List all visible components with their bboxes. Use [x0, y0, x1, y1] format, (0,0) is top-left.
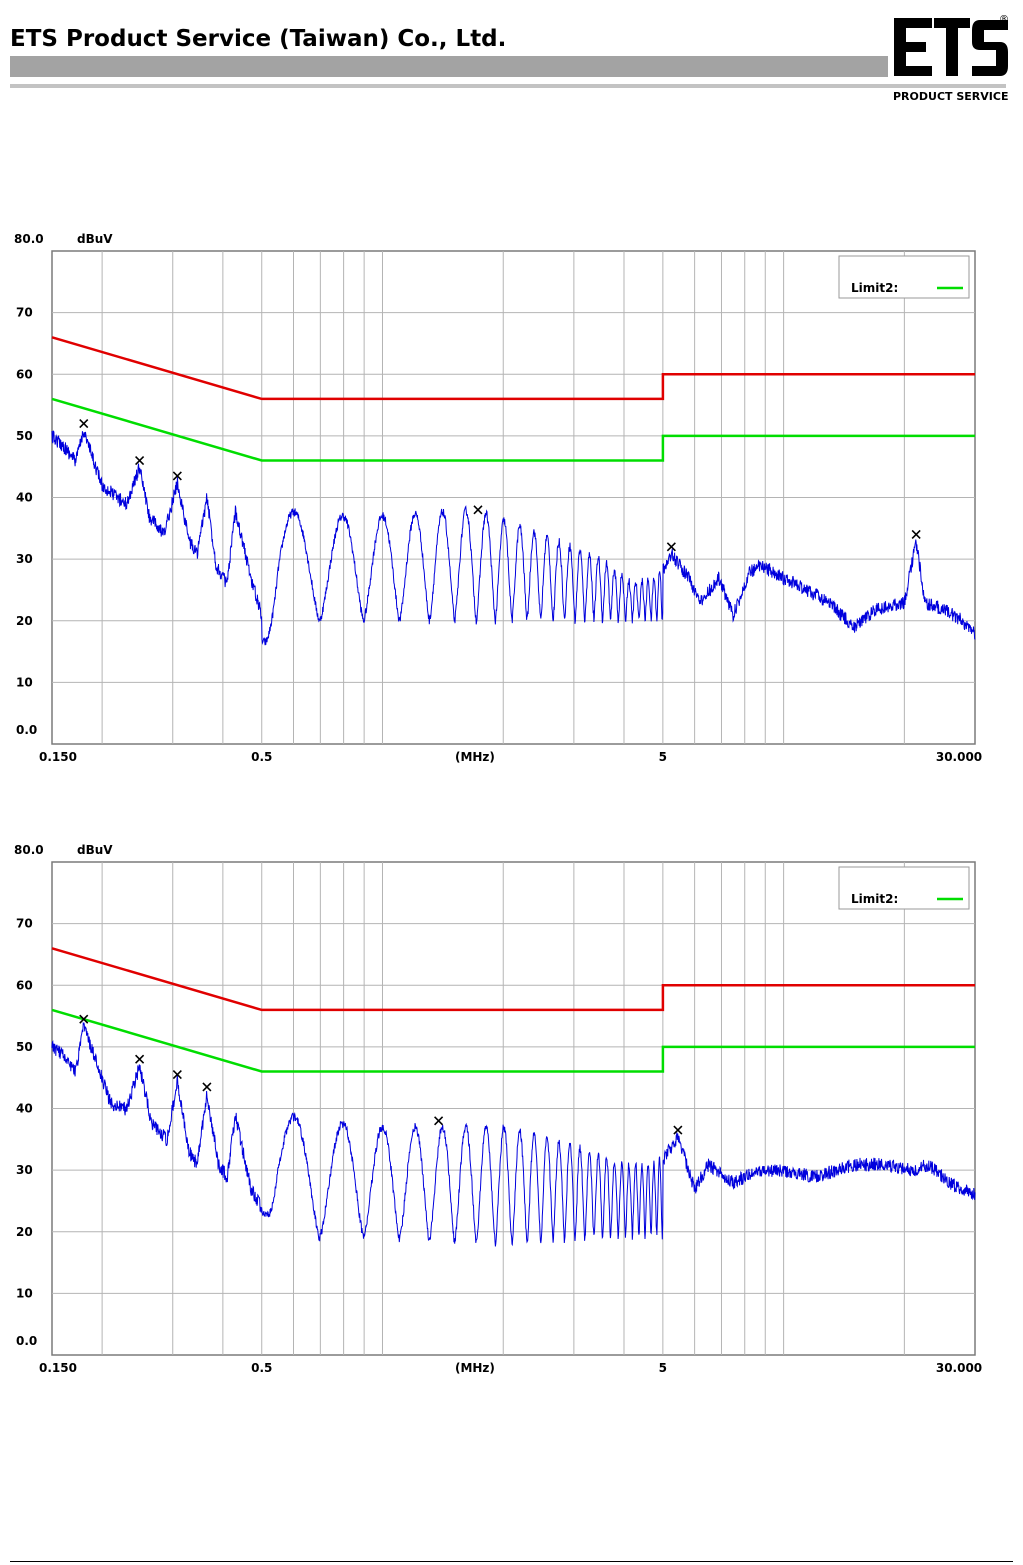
peak-marker — [79, 418, 89, 429]
peak-marker-stroke — [673, 1125, 683, 1135]
y-tick-label: 0.0 — [16, 1334, 37, 1348]
logo-t-letter — [934, 18, 970, 76]
limit-line-red — [51, 947, 975, 1012]
y-tick-label: 10 — [16, 1286, 33, 1300]
y-tick-label: 0.0 — [16, 723, 37, 737]
y-tick-label: 70 — [16, 917, 33, 931]
y-tick-label: 60 — [16, 367, 33, 381]
x-axis-label: (MHz) — [455, 750, 495, 764]
peak-marker — [202, 1082, 212, 1092]
y-axis-top-label: 80.0 — [14, 843, 44, 857]
measurement-trace — [51, 430, 976, 646]
logo-s-letter — [972, 20, 1008, 76]
y-tick-label: 40 — [16, 1102, 33, 1116]
x-axis-label: (MHz) — [455, 1361, 495, 1375]
peak-marker-stroke — [172, 1070, 182, 1080]
y-tick-label: 20 — [16, 1225, 33, 1239]
y-tick-label: 40 — [16, 491, 33, 505]
logo-subtitle: PRODUCT SERVICE — [893, 90, 1009, 103]
peak-marker — [666, 542, 676, 552]
x-tick-label: 0.5 — [251, 750, 272, 764]
legend-label: Limit2: — [851, 892, 898, 906]
peak-marker-stroke — [79, 418, 89, 429]
y-tick-label: 60 — [16, 978, 33, 992]
peak-marker-stroke — [666, 542, 676, 552]
limit-line-green — [51, 1008, 975, 1073]
legend-label: Limit2: — [851, 281, 898, 295]
emission-chart-2: 80.0 dBuV 70 60 50 40 30 20 10 0.00.150 0.5 5 30.000… — [14, 843, 982, 1375]
peak-marker-stroke — [202, 1082, 212, 1092]
y-tick-label: 30 — [16, 552, 33, 566]
header-bar — [10, 56, 888, 77]
peak-marker — [135, 1054, 145, 1064]
peak-marker — [79, 1014, 89, 1024]
peak-marker — [172, 1070, 182, 1080]
company-title: ETS Product Service (Taiwan) Co., Ltd. — [10, 26, 507, 52]
legend: Limit2: — [838, 866, 970, 910]
peak-marker-stroke — [172, 471, 182, 481]
legend-box — [838, 255, 970, 299]
peak-marker — [911, 529, 921, 540]
y-axis-unit: dBuV — [77, 232, 113, 246]
x-tick-label: 30.000 — [936, 750, 982, 764]
y-axis-unit: dBuV — [77, 843, 113, 857]
peak-marker — [434, 1116, 444, 1126]
x-tick-label: 0.150 — [39, 750, 77, 764]
logo-e-letter — [894, 18, 932, 76]
emission-chart-1: 80.0 dBuV 70 60 50 40 30 20 10 0.00.150 0.5 5 30.000… — [14, 232, 982, 764]
y-axis-top-label: 80.0 — [14, 232, 44, 246]
x-tick-label: 30.000 — [936, 1361, 982, 1375]
peak-marker — [473, 505, 483, 515]
logo-registered-mark: ® — [999, 14, 1009, 25]
ets-logo: ® — [894, 14, 1009, 76]
y-tick-label: 20 — [16, 614, 33, 628]
legend: Limit2: — [838, 255, 970, 299]
y-tick-label: 30 — [16, 1163, 33, 1177]
limit-line-green — [51, 397, 975, 462]
y-tick-label: 50 — [16, 1040, 33, 1054]
y-tick-label: 70 — [16, 306, 33, 320]
x-tick-label: 0.5 — [251, 1361, 272, 1375]
peak-marker-stroke — [135, 1054, 145, 1064]
peak-marker — [172, 471, 182, 481]
peak-marker — [135, 455, 145, 466]
y-tick-label: 10 — [16, 675, 33, 689]
measurement-trace — [51, 1021, 976, 1247]
peak-marker-stroke — [434, 1116, 444, 1126]
peak-marker-stroke — [473, 505, 483, 515]
peak-marker-stroke — [79, 1014, 89, 1024]
footer-rule — [10, 1561, 1013, 1562]
peak-marker-stroke — [911, 529, 921, 540]
limit-line-red — [51, 336, 975, 401]
y-tick-label: 50 — [16, 429, 33, 443]
header-rule — [10, 84, 1006, 88]
peak-marker — [673, 1125, 683, 1135]
x-tick-label: 5 — [659, 750, 667, 764]
peak-marker-stroke — [135, 455, 145, 466]
legend-box — [838, 866, 970, 910]
x-tick-label: 0.150 — [39, 1361, 77, 1375]
x-tick-label: 5 — [659, 1361, 667, 1375]
